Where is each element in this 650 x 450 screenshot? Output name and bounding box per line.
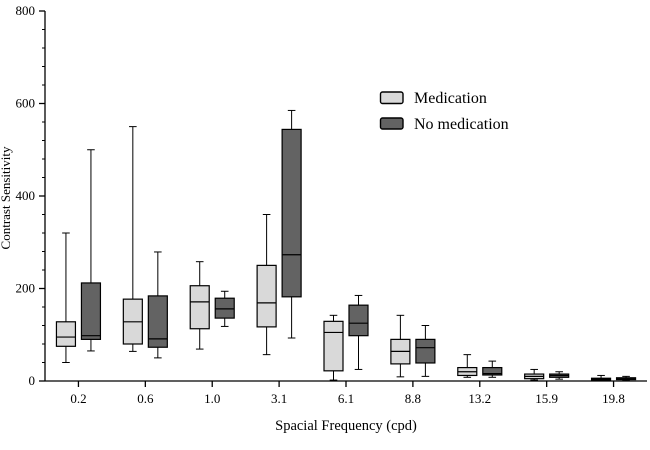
- svg-text:8.8: 8.8: [405, 391, 421, 406]
- svg-text:Medication: Medication: [414, 90, 487, 107]
- svg-text:19.8: 19.8: [602, 391, 625, 406]
- svg-text:1.0: 1.0: [204, 391, 220, 406]
- svg-text:Spacial Frequency (cpd): Spacial Frequency (cpd): [275, 418, 417, 434]
- svg-text:400: 400: [16, 188, 36, 203]
- svg-text:0.6: 0.6: [137, 391, 154, 406]
- svg-text:13.2: 13.2: [468, 391, 491, 406]
- svg-text:800: 800: [16, 3, 36, 18]
- svg-text:0: 0: [29, 373, 36, 388]
- svg-text:0.2: 0.2: [70, 391, 86, 406]
- svg-text:Contrast Sensitivity: Contrast Sensitivity: [0, 146, 13, 249]
- svg-text:3.1: 3.1: [271, 391, 287, 406]
- svg-text:6.1: 6.1: [338, 391, 354, 406]
- svg-text:15.9: 15.9: [535, 391, 558, 406]
- svg-text:200: 200: [16, 281, 36, 296]
- svg-text:No medication: No medication: [414, 116, 509, 133]
- svg-text:600: 600: [16, 96, 36, 111]
